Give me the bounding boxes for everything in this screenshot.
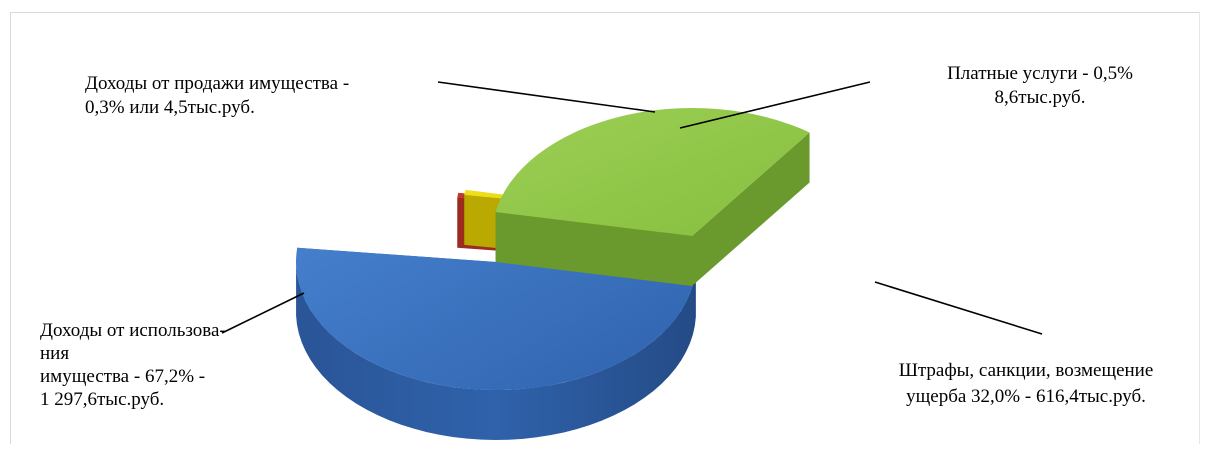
pie-slice-3	[495, 107, 810, 286]
leader-line-0	[221, 292, 305, 334]
slice-label-line: Платные услуги - 0,5%	[947, 63, 1133, 84]
slice-label-line: Доходы от использова-	[40, 320, 226, 341]
slice-label-1: Доходы от продажи имущества - 0,3% или 4,…	[85, 73, 349, 118]
slice-label-2: Платные услуги - 0,5% 8,6тыс.руб.	[947, 63, 1133, 108]
slice-label-line: 1 297,6тыс.руб.	[40, 389, 164, 410]
slice-label-line: 0,3% или 4,5тыс.руб.	[85, 97, 255, 118]
slice-label-line: имущества - 67,2% -	[40, 366, 205, 387]
leader-line-2	[679, 81, 871, 129]
slice-label-0: Доходы от использова-ния имущества - 67,2…	[40, 320, 226, 410]
leader-line-3	[874, 281, 1043, 335]
slice-label-line: 8,6тыс.руб.	[995, 87, 1086, 108]
slice-label-line: ния	[40, 343, 69, 364]
slice-label-3: Штрафы, санкции, возмещение ущерба 32,0% …	[899, 360, 1154, 407]
slice-label-line: Штрафы, санкции, возмещение	[899, 360, 1154, 381]
chart-frame	[10, 12, 1200, 444]
slice-label-line: Доходы от продажи имущества -	[85, 73, 349, 94]
slice-label-line: ущерба 32,0% - 616,4тыс.руб.	[906, 386, 1146, 407]
leader-line-1	[437, 81, 656, 113]
